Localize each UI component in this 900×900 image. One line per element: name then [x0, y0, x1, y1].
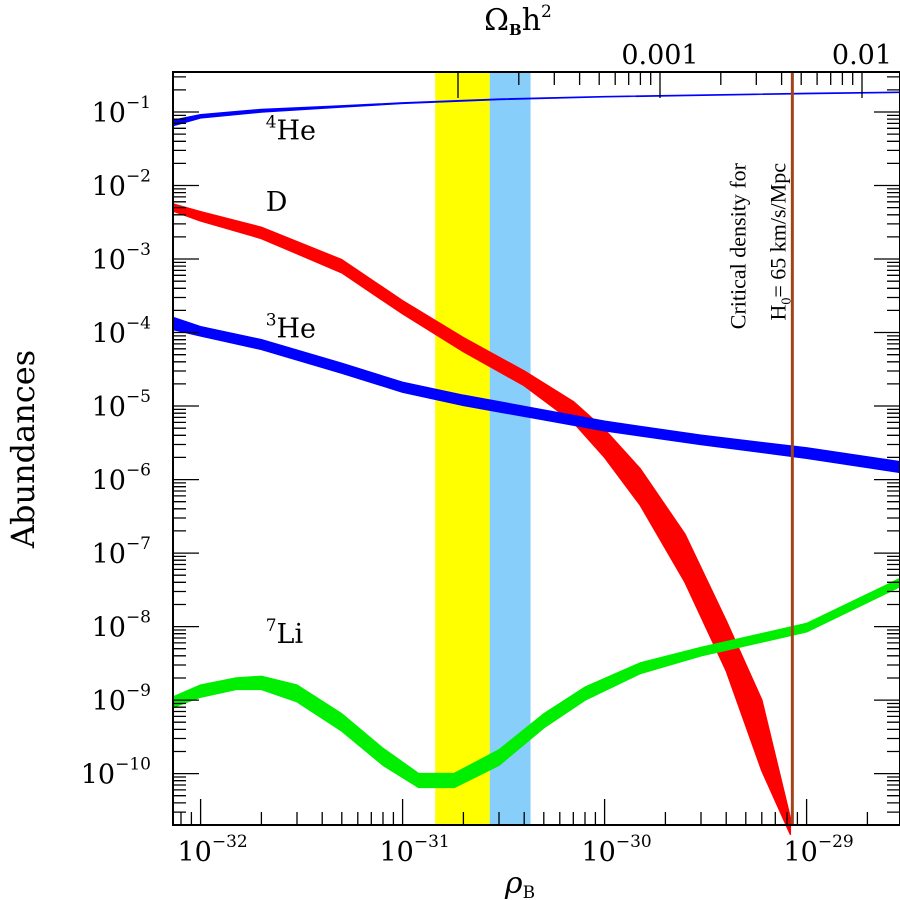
species-label-4he: 4He: [266, 113, 316, 147]
band-1: [435, 72, 490, 825]
x-tick-exponent: −29: [818, 832, 854, 852]
curve-4he: [172, 91, 900, 127]
top-tick-label: 0.01: [832, 40, 892, 71]
curves-layer: [172, 91, 900, 835]
y-tick-exponent: −1: [126, 93, 151, 113]
y-tick-label: 10−2: [92, 167, 151, 203]
x-tick-label: 10−31: [379, 832, 449, 868]
y-tick-mantissa: 10: [92, 172, 126, 203]
y-tick-mantissa: 10: [92, 539, 126, 570]
band-2: [489, 72, 531, 825]
y-tick-exponent: −2: [126, 167, 151, 187]
critical-density-layer: Critical density for H0= 65 km/s/Mpc: [725, 72, 794, 825]
y-tick-label: 10−5: [92, 387, 151, 423]
y-tick-label: 10−4: [92, 314, 151, 350]
x-tick-label: 10−30: [581, 832, 651, 868]
y-tick-exponent: −6: [126, 461, 151, 481]
top-axis-title-sub: B: [509, 21, 522, 39]
critical-density-h: H: [765, 305, 790, 321]
species-label-superscript: 4: [266, 113, 277, 133]
y-tick-exponent: −5: [126, 387, 151, 407]
y-tick-label: 10−6: [92, 461, 151, 497]
x-axis-title: ρB: [504, 866, 535, 900]
top-tick-label: 0.001: [621, 40, 698, 71]
bands-layer: [435, 72, 531, 825]
y-tick-exponent: −3: [126, 240, 151, 260]
y-tick-mantissa: 10: [92, 613, 126, 644]
y-tick-exponent: −4: [126, 314, 151, 334]
critical-density-label-1: Critical density for: [725, 162, 750, 329]
species-label-7li: 7Li: [266, 616, 304, 650]
x-tick-mantissa: 10: [581, 837, 615, 868]
x-tick-mantissa: 10: [783, 837, 817, 868]
critical-density-h-value: = 65 km/s/Mpc: [765, 163, 790, 298]
top-axis-title-main: Ω: [484, 3, 509, 38]
curve-3he: [172, 316, 900, 474]
species-label-base: Li: [277, 619, 304, 650]
species-label-3he: 3He: [266, 311, 316, 345]
y-tick-label: 10−8: [92, 608, 151, 644]
y-tick-mantissa: 10: [81, 760, 115, 791]
y-tick-exponent: −10: [115, 755, 151, 775]
y-axis-title: Abundances: [4, 350, 42, 549]
x-axis-title-sub: B: [523, 883, 536, 900]
y-tick-label: 10−3: [92, 240, 151, 276]
critical-density-h-sub: 0: [779, 298, 794, 305]
x-axis-title-main: ρ: [504, 866, 523, 900]
y-tick-mantissa: 10: [92, 98, 126, 129]
species-label-base: He: [277, 314, 317, 345]
critical-density-label-2: H0= 65 km/s/Mpc: [765, 163, 794, 321]
x-tick-exponent: −32: [212, 832, 248, 852]
y-tick-mantissa: 10: [92, 466, 126, 497]
y-tick-label: 10−7: [92, 534, 151, 570]
species-label-superscript: 7: [266, 616, 277, 636]
x-tick-mantissa: 10: [177, 837, 211, 868]
species-label-superscript: 3: [266, 311, 277, 331]
y-tick-label: 10−1: [92, 93, 151, 129]
y-tick-mantissa: 10: [92, 319, 126, 350]
curve-7li: [172, 577, 900, 789]
x-tick-label: 10−29: [783, 832, 853, 868]
curve-d: [172, 203, 792, 835]
y-tick-exponent: −7: [126, 534, 151, 554]
species-label-d: D: [266, 187, 288, 218]
top-axis-title: ΩBh2: [484, 2, 552, 39]
x-tick-exponent: −30: [616, 832, 652, 852]
y-tick-label: 10−9: [92, 681, 151, 717]
y-tick-mantissa: 10: [92, 686, 126, 717]
plot-frame: [172, 71, 900, 826]
y-tick-exponent: −8: [126, 608, 151, 628]
y-tick-label: 10−10: [81, 755, 151, 791]
x-tick-mantissa: 10: [379, 837, 413, 868]
species-label-base: He: [277, 116, 317, 147]
labels-layer: 10−110−210−310−410−510−610−710−810−910−1…: [81, 40, 892, 868]
y-tick-mantissa: 10: [92, 245, 126, 276]
x-tick-label: 10−32: [177, 832, 247, 868]
x-tick-exponent: −31: [414, 832, 450, 852]
y-tick-mantissa: 10: [92, 392, 126, 423]
top-axis-title-tail: h: [522, 3, 541, 38]
y-tick-exponent: −9: [126, 681, 151, 701]
top-axis-title-sup: 2: [541, 2, 552, 22]
